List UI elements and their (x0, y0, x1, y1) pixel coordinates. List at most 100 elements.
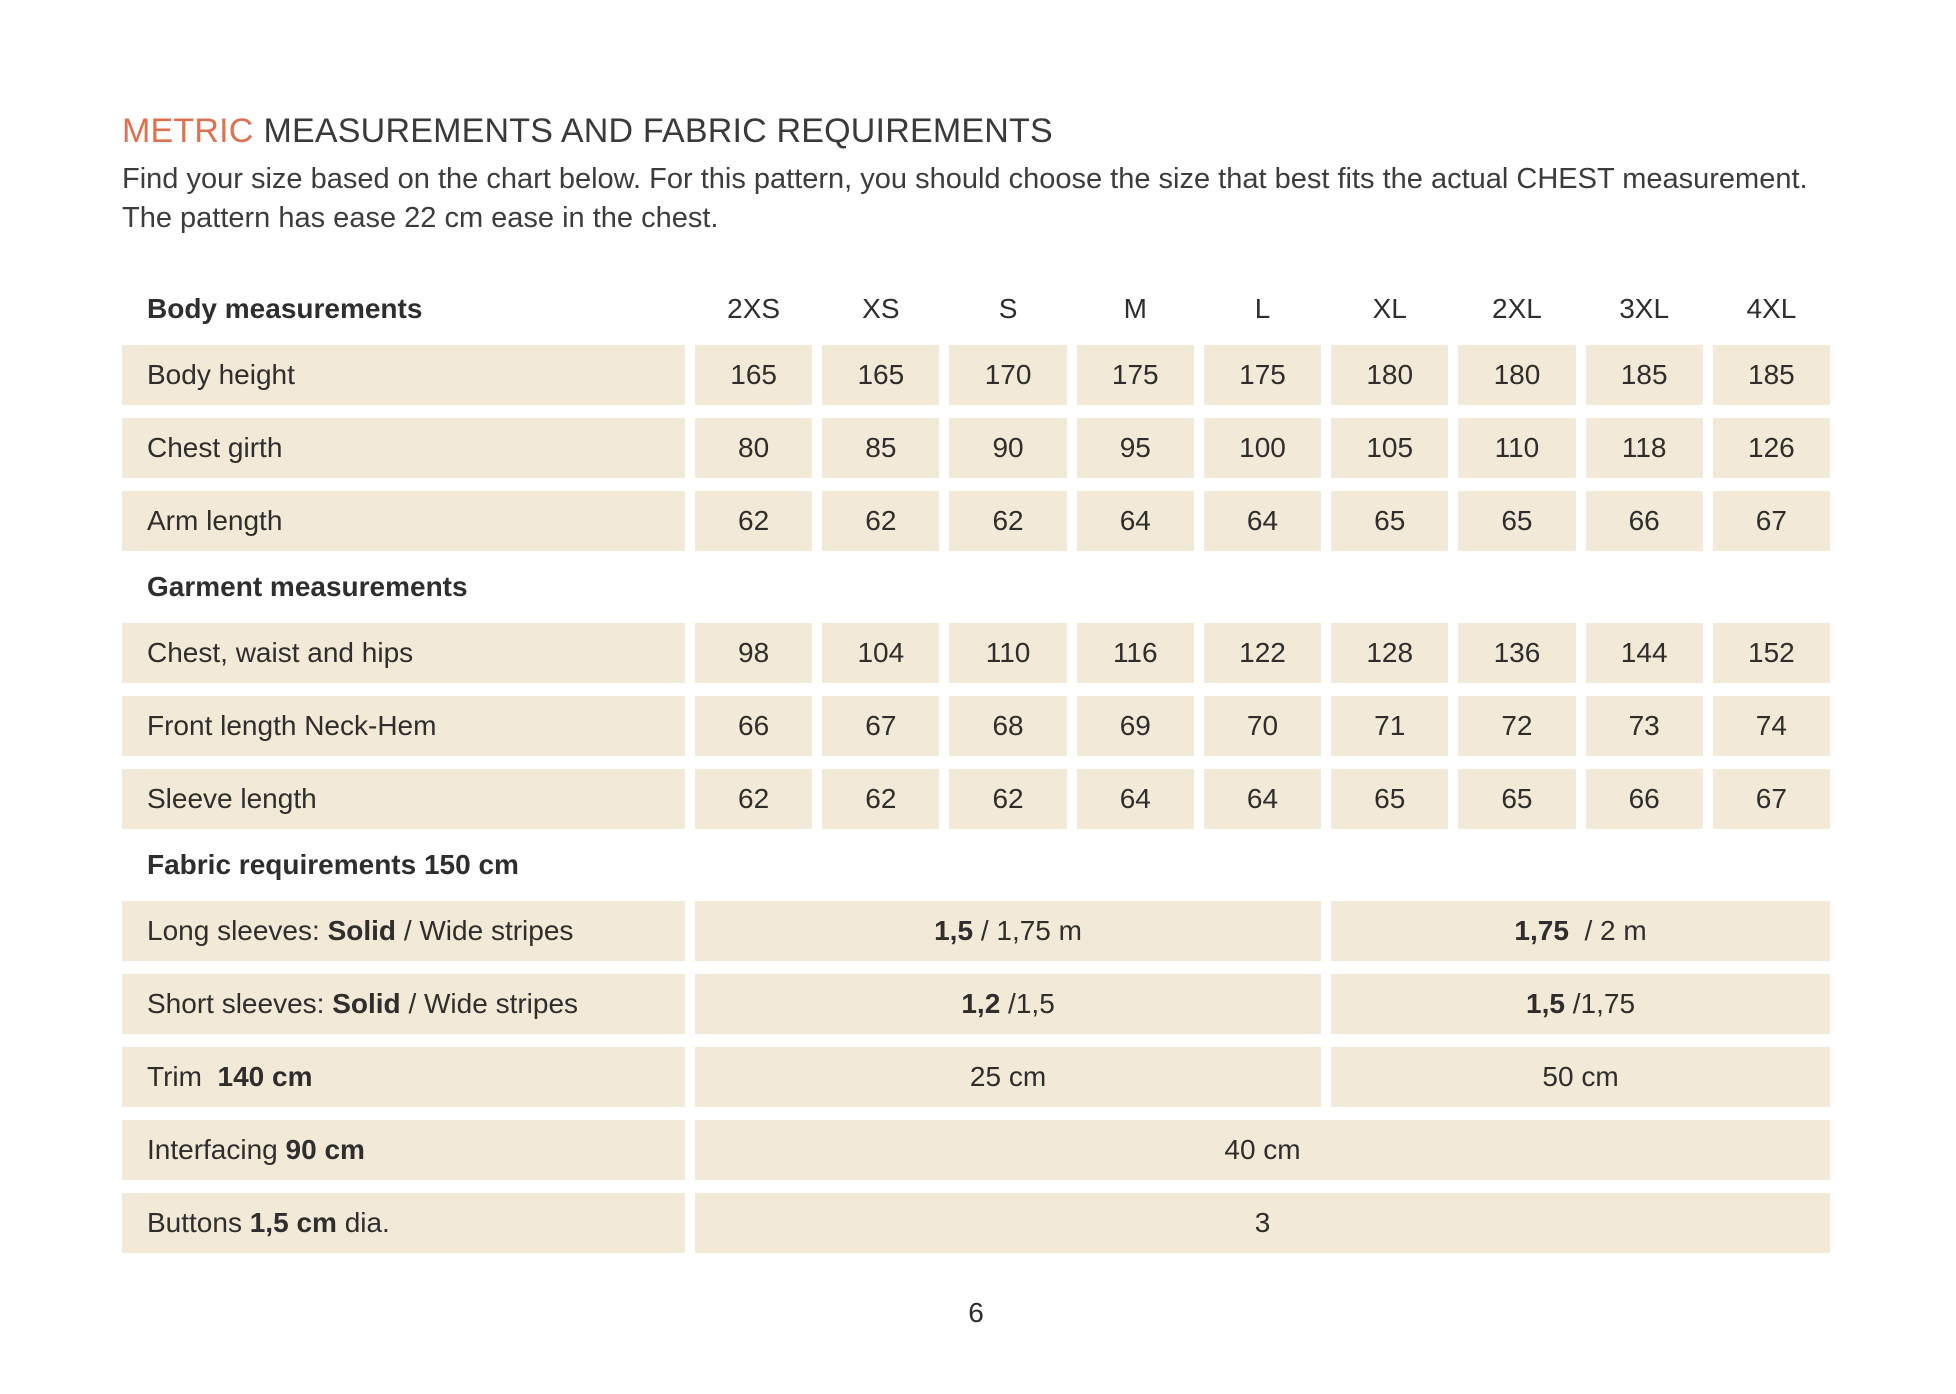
section-header-fabric: Fabric requirements 150 cm (122, 842, 1830, 888)
measurement-value-cell: 65 (1331, 491, 1449, 551)
row-label: Chest girth (122, 418, 685, 478)
label-suffix: dia. (336, 1207, 390, 1238)
measurement-value-cell: 144 (1585, 623, 1703, 683)
size-column-header: M (1123, 293, 1147, 324)
interfacing-amount: 40 cm (695, 1120, 1830, 1180)
measurement-value-cell: 185 (1712, 345, 1830, 405)
measurement-value-cell: 110 (949, 623, 1067, 683)
row-label: Trim 140 cm (122, 1047, 685, 1107)
size-column-header: L (1254, 293, 1271, 324)
measurement-value-cell: 64 (1076, 491, 1194, 551)
label-suffix: / Wide stripes (396, 915, 574, 946)
label-prefix: Short sleeves: (147, 988, 333, 1019)
label-prefix: Interfacing (147, 1134, 286, 1165)
measurement-value-cell: 100 (1203, 418, 1322, 478)
row-label: Short sleeves: Solid / Wide stripes (122, 974, 685, 1034)
row-interfacing: Interfacing 90 cm 40 cm (122, 1120, 1830, 1180)
row-body-height: Body height 165 165 170 175 175 180 180 185 185 (122, 345, 1830, 405)
measurement-value-cell: 185 (1585, 345, 1703, 405)
size-column-header: S (998, 293, 1018, 324)
section-header-garment: Garment measurements (122, 564, 1830, 610)
amount-bold: 1,5 (1526, 988, 1565, 1019)
measurement-value-cell: 65 (1458, 491, 1576, 551)
measurements-table: Body measurements 2XS XS S M L XL 2XL 3XL 4XL Bo… (122, 286, 1830, 1253)
amount-rest: / 2 m (1568, 915, 1647, 946)
label-prefix: Trim (147, 1061, 218, 1092)
measurement-value-cell: 104 (822, 623, 940, 683)
measurement-value-cell: 62 (822, 491, 940, 551)
row-label: Long sleeves: Solid / Wide stripes (122, 901, 685, 961)
measurement-value-cell: 118 (1585, 418, 1703, 478)
size-column-header: 3XL (1619, 293, 1670, 324)
measurement-value-cell: 71 (1331, 696, 1449, 756)
measurement-value-cell: 64 (1203, 491, 1322, 551)
measurement-value-cell: 67 (1712, 769, 1830, 829)
size-column-header: XL (1372, 293, 1407, 324)
measurement-value-cell: 98 (695, 623, 813, 683)
size-column-header: XS (862, 293, 900, 324)
measurement-value-cell: 68 (949, 696, 1067, 756)
amount-rest: /1,75 (1564, 988, 1636, 1019)
measurement-value-cell: 165 (822, 345, 940, 405)
measurement-value-cell: 62 (695, 769, 813, 829)
intro-paragraph: Find your size based on the chart below.… (122, 163, 1808, 234)
page-content: METRIC MEASUREMENTS AND FABRIC REQUIREMEN… (122, 112, 1830, 1329)
table-header-row: Body measurements 2XS XS S M L XL 2XL 3XL 4XL (122, 286, 1830, 332)
measurement-value-cell: 70 (1203, 696, 1322, 756)
measurement-value-cell: 74 (1712, 696, 1830, 756)
measurement-value-cell: 64 (1203, 769, 1322, 829)
page-title: METRIC MEASUREMENTS AND FABRIC REQUIREMEN… (122, 112, 1830, 151)
measurement-value-cell: 62 (949, 491, 1067, 551)
trim-amount-large-sizes: 50 cm (1331, 1047, 1830, 1107)
measurement-value-cell: 62 (695, 491, 813, 551)
title-accent: METRIC (122, 112, 254, 150)
label-bold: 90 cm (285, 1134, 365, 1165)
measurement-value-cell: 128 (1331, 623, 1449, 683)
title-rest: MEASUREMENTS AND FABRIC REQUIREMENTS (263, 112, 1053, 150)
fabric-amount-small-sizes: 1,2 /1,5 (695, 974, 1322, 1034)
row-chest-waist-hips: Chest, waist and hips 98 104 110 116 122 128 1… (122, 623, 1830, 683)
measurement-value-cell: 170 (949, 345, 1067, 405)
measurement-value-cell: 152 (1712, 623, 1830, 683)
label-suffix: / Wide stripes (400, 988, 579, 1019)
measurement-value-cell: 126 (1712, 418, 1830, 478)
row-label: Arm length (122, 491, 685, 551)
measurement-value-cell: 105 (1331, 418, 1449, 478)
measurement-value-cell: 90 (949, 418, 1067, 478)
column-header-body-measurements: Body measurements (147, 293, 423, 324)
measurement-value-cell: 80 (695, 418, 813, 478)
measurement-value-cell: 67 (1712, 491, 1830, 551)
measurement-value-cell: 62 (949, 769, 1067, 829)
measurement-value-cell: 110 (1458, 418, 1576, 478)
label-bold: 140 cm (217, 1061, 313, 1092)
label-bold: Solid (327, 915, 397, 946)
section-header-label: Fabric requirements 150 cm (147, 849, 519, 880)
amount-rest: /1,5 (1000, 988, 1055, 1019)
row-front-length: Front length Neck-Hem 66 67 68 69 70 71 72 73 74 (122, 696, 1830, 756)
row-label: Front length Neck-Hem (122, 696, 685, 756)
measurement-value-cell: 65 (1331, 769, 1449, 829)
fabric-amount-small-sizes: 1,5 / 1,75 m (695, 901, 1322, 961)
row-trim: Trim 140 cm 25 cm 50 cm (122, 1047, 1830, 1107)
row-label: Sleeve length (122, 769, 685, 829)
row-long-sleeves: Long sleeves: Solid / Wide stripes 1,5 /… (122, 901, 1830, 961)
measurement-value-cell: 85 (822, 418, 940, 478)
measurement-value-cell: 69 (1076, 696, 1194, 756)
row-label: Interfacing 90 cm (122, 1120, 685, 1180)
size-column-header: 4XL (1746, 293, 1797, 324)
row-chest-girth: Chest girth 80 85 90 95 100 105 110 118 126 (122, 418, 1830, 478)
measurement-value-cell: 66 (1585, 769, 1703, 829)
measurement-value-cell: 175 (1076, 345, 1194, 405)
size-column-header: 2XL (1492, 293, 1542, 324)
row-label: Body height (122, 345, 685, 405)
section-header-label: Garment measurements (147, 571, 468, 602)
measurement-value-cell: 66 (695, 696, 813, 756)
row-label: Chest, waist and hips (122, 623, 685, 683)
measurement-value-cell: 72 (1458, 696, 1576, 756)
document-page: METRIC MEASUREMENTS AND FABRIC REQUIREMEN… (122, 112, 1830, 1329)
amount-bold: 1,2 (961, 988, 1001, 1019)
page-number: 6 (968, 1297, 984, 1328)
measurement-value-cell: 165 (695, 345, 813, 405)
trim-amount-small-sizes: 25 cm (695, 1047, 1322, 1107)
label-prefix: Long sleeves: (147, 915, 328, 946)
